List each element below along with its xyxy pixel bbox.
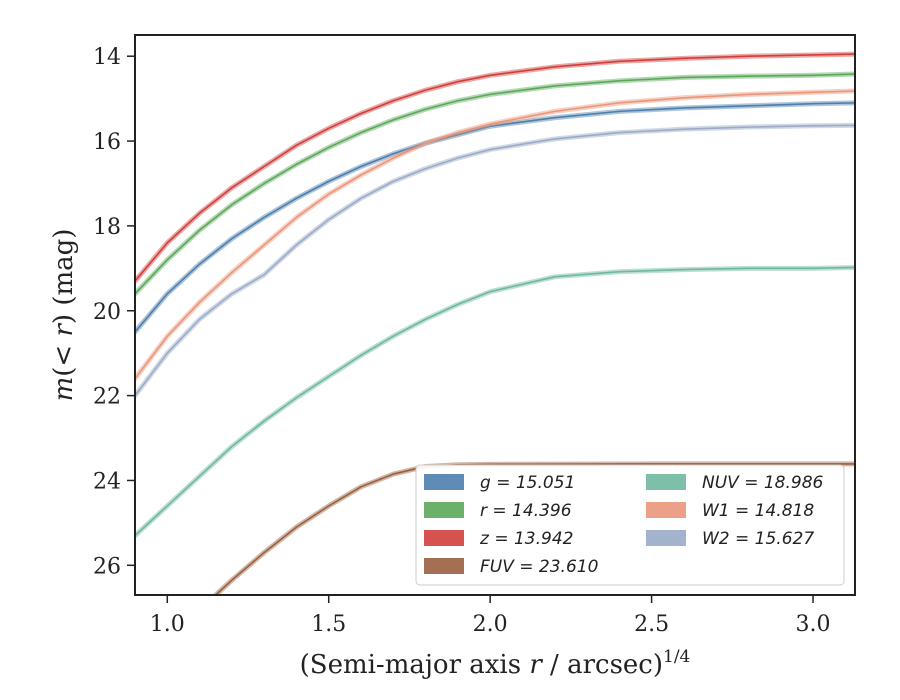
series-2-line (135, 53, 855, 282)
x-tick-label: 3.0 (796, 612, 831, 637)
y-tick-label: 18 (93, 215, 121, 240)
legend-swatch (646, 502, 686, 518)
legend: g = 15.051 r = 14.396 z = 13.942 FUV = 23.6… (415, 464, 845, 586)
y-tick-label: 20 (93, 300, 121, 325)
legend-entry: g = 15.051 (480, 473, 575, 493)
legend-swatch (424, 530, 464, 546)
x-tick-label: 1.0 (150, 612, 185, 637)
y-tick-label: 14 (93, 45, 121, 70)
series-4-line (135, 266, 855, 537)
x-tick-label: 2.5 (634, 612, 669, 637)
legend-entry: FUV = 23.610 (480, 557, 598, 577)
legend-entry: NUV = 18.986 (702, 473, 824, 493)
series-3-line (215, 463, 855, 595)
legend-entry: z = 13.942 (479, 529, 573, 549)
series-0-line (135, 102, 855, 333)
plot-frame (134, 34, 856, 596)
y-tick-label: 16 (93, 130, 121, 155)
legend-entry: r = 14.396 (480, 501, 572, 521)
x-axis: 1.0 1.5 2.0 2.5 3.0 (150, 595, 831, 637)
x-axis-label: (Semi-major axis r / arcsec)1/4 (300, 647, 691, 680)
x-tick-label: 1.5 (311, 612, 346, 637)
series-5-line (135, 90, 855, 380)
y-tick-label: 26 (93, 554, 121, 579)
legend-swatch (424, 558, 464, 574)
legend-swatch (646, 530, 686, 546)
series-layer (135, 51, 855, 595)
legend-box (415, 464, 845, 586)
legend-swatch (424, 502, 464, 518)
legend-swatch (424, 474, 464, 490)
series-1-line (135, 73, 855, 295)
legend-entry: W2 = 15.627 (702, 529, 814, 549)
y-axis: 14 16 18 20 22 24 26 (93, 45, 135, 579)
legend-swatch (646, 474, 686, 490)
y-tick-label: 22 (93, 385, 121, 410)
series-6-line (135, 124, 855, 397)
y-tick-label: 24 (93, 469, 121, 494)
x-tick-label: 2.0 (473, 612, 508, 637)
legend-entry: W1 = 14.818 (702, 501, 814, 521)
y-axis-label: m(< r) (mag) (49, 229, 79, 402)
